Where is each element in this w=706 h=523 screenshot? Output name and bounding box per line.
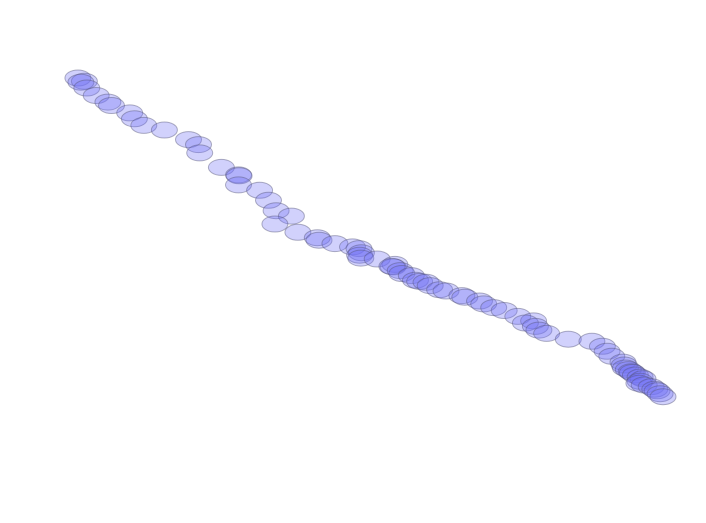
data-point [629, 370, 657, 388]
data-point [277, 207, 305, 225]
data-point [641, 380, 669, 398]
data-point [363, 250, 391, 268]
data-point [504, 307, 532, 325]
data-point [593, 342, 621, 360]
data-point [82, 87, 110, 104]
data-point [637, 378, 665, 396]
data-point [284, 223, 312, 241]
data-point [451, 288, 479, 306]
data-point [225, 166, 252, 184]
data-point [64, 69, 92, 87]
data-point [339, 238, 366, 256]
data-point [225, 167, 253, 185]
data-point [347, 244, 375, 262]
data-point [416, 277, 444, 295]
data-point [578, 332, 606, 350]
data-point [67, 73, 95, 91]
data-point [397, 267, 425, 285]
data-point [480, 299, 508, 317]
data-point [207, 158, 235, 176]
data-point [402, 271, 429, 289]
data-point [617, 363, 645, 381]
data-point [626, 368, 654, 386]
data-point [406, 272, 434, 290]
data-point [381, 255, 409, 273]
data-point [73, 79, 101, 97]
data-point [246, 181, 274, 199]
data-point [511, 314, 539, 332]
data-point [610, 356, 638, 374]
data-point [346, 246, 374, 264]
data-point [432, 282, 460, 300]
data-point [554, 330, 582, 348]
data-point [116, 104, 144, 122]
data-point [470, 295, 498, 313]
data-point [255, 191, 282, 209]
data-point [386, 262, 414, 280]
data-point [186, 144, 214, 162]
data-point [262, 202, 290, 220]
data-point [379, 258, 407, 276]
data-point [347, 249, 375, 267]
data-point [448, 287, 476, 305]
data-point [598, 347, 626, 365]
data-point [305, 231, 333, 249]
data-point [412, 273, 440, 291]
data-point [533, 324, 561, 342]
data-point [618, 364, 646, 381]
data-point [625, 374, 653, 392]
data-point [611, 359, 639, 377]
data-point [646, 385, 674, 403]
data-point [345, 240, 373, 258]
data-point [303, 229, 331, 247]
data-point [98, 97, 125, 114]
data-point [521, 317, 549, 335]
data-point [120, 110, 148, 128]
data-point [388, 265, 416, 282]
data-point [261, 215, 289, 233]
data-point [588, 337, 616, 355]
data-point [225, 176, 252, 194]
data-point [426, 281, 454, 299]
series-0 [64, 69, 677, 406]
data-point [150, 121, 178, 139]
data-point [466, 292, 493, 310]
data-point [70, 72, 98, 90]
data-point [520, 312, 548, 330]
data-point [630, 376, 658, 394]
data-point [626, 372, 654, 390]
data-point [185, 136, 212, 154]
data-point [490, 302, 518, 319]
data-point [614, 361, 642, 379]
data-point [94, 93, 122, 111]
data-point [175, 131, 202, 149]
data-point [321, 235, 349, 253]
data-point [378, 257, 406, 275]
data-point [525, 321, 553, 339]
data-point [621, 366, 649, 384]
data-point [609, 353, 637, 371]
data-point [130, 116, 158, 134]
data-point [643, 382, 671, 400]
data-point [649, 388, 677, 406]
